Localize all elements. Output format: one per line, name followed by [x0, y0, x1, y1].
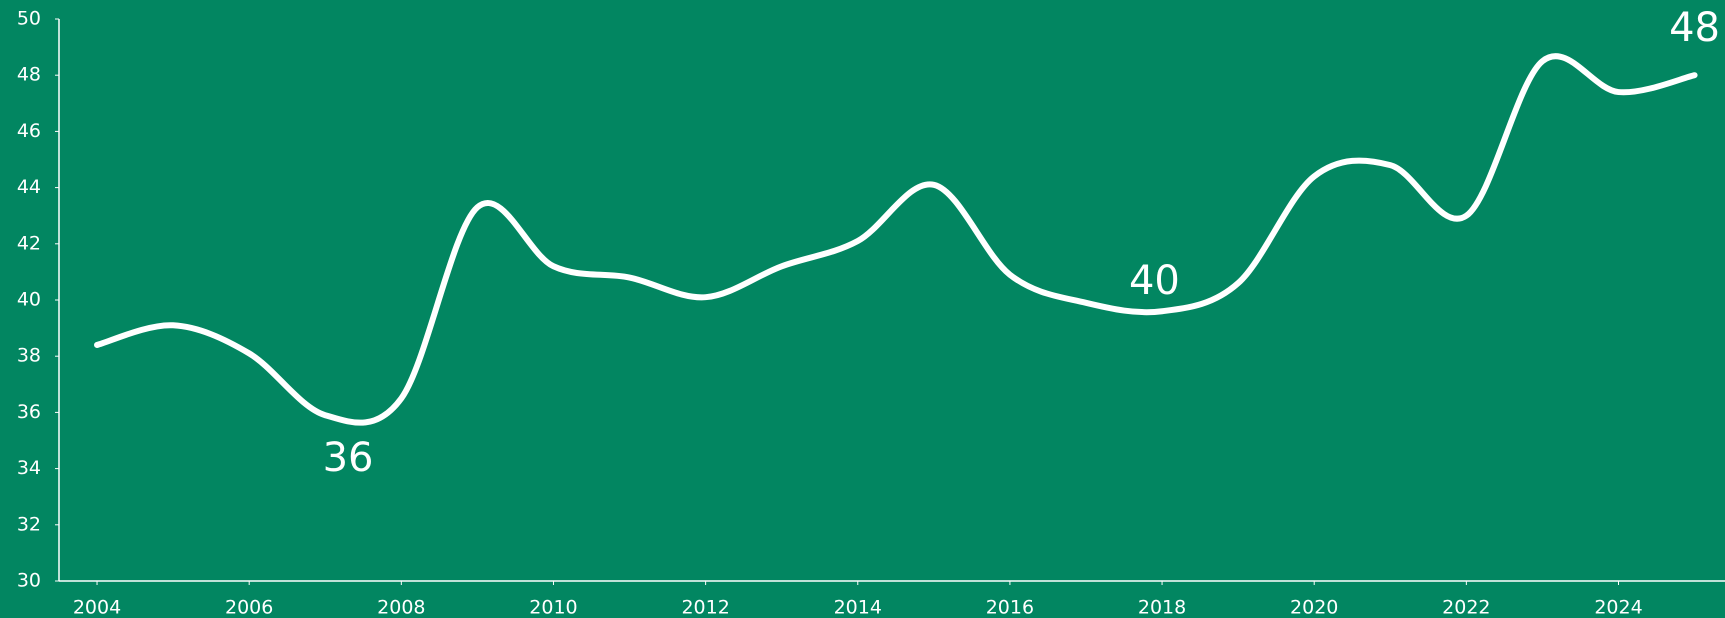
y-tick-label: 30	[17, 570, 41, 592]
y-tick-label: 44	[17, 176, 41, 198]
x-tick-label: 2024	[1594, 597, 1642, 618]
annotation: 36	[323, 435, 374, 481]
y-tick-label: 32	[17, 513, 41, 535]
x-tick-label: 2008	[377, 597, 425, 618]
y-tick-label: 42	[17, 232, 41, 254]
y-tick-label: 36	[17, 401, 41, 423]
x-tick-label: 2022	[1442, 597, 1490, 618]
y-tick-label: 48	[17, 64, 41, 86]
x-tick-label: 2004	[73, 597, 121, 618]
x-tick-label: 2020	[1290, 597, 1338, 618]
y-tick-label: 40	[17, 289, 41, 311]
x-tick-label: 2018	[1138, 597, 1186, 618]
annotation: 40	[1129, 258, 1180, 304]
x-tick-label: 2010	[529, 597, 577, 618]
x-tick-label: 2012	[681, 597, 729, 618]
annotation: 48	[1669, 5, 1720, 51]
x-tick-label: 2014	[834, 597, 882, 618]
x-tick-label: 2006	[225, 597, 273, 618]
line	[94, 53, 1698, 426]
y-tick-label: 46	[17, 120, 41, 142]
y-tick-label: 34	[17, 457, 41, 479]
y-tick-label: 38	[17, 345, 41, 367]
x-tick-label: 2016	[986, 597, 1034, 618]
y-tick-label: 50	[17, 8, 41, 30]
